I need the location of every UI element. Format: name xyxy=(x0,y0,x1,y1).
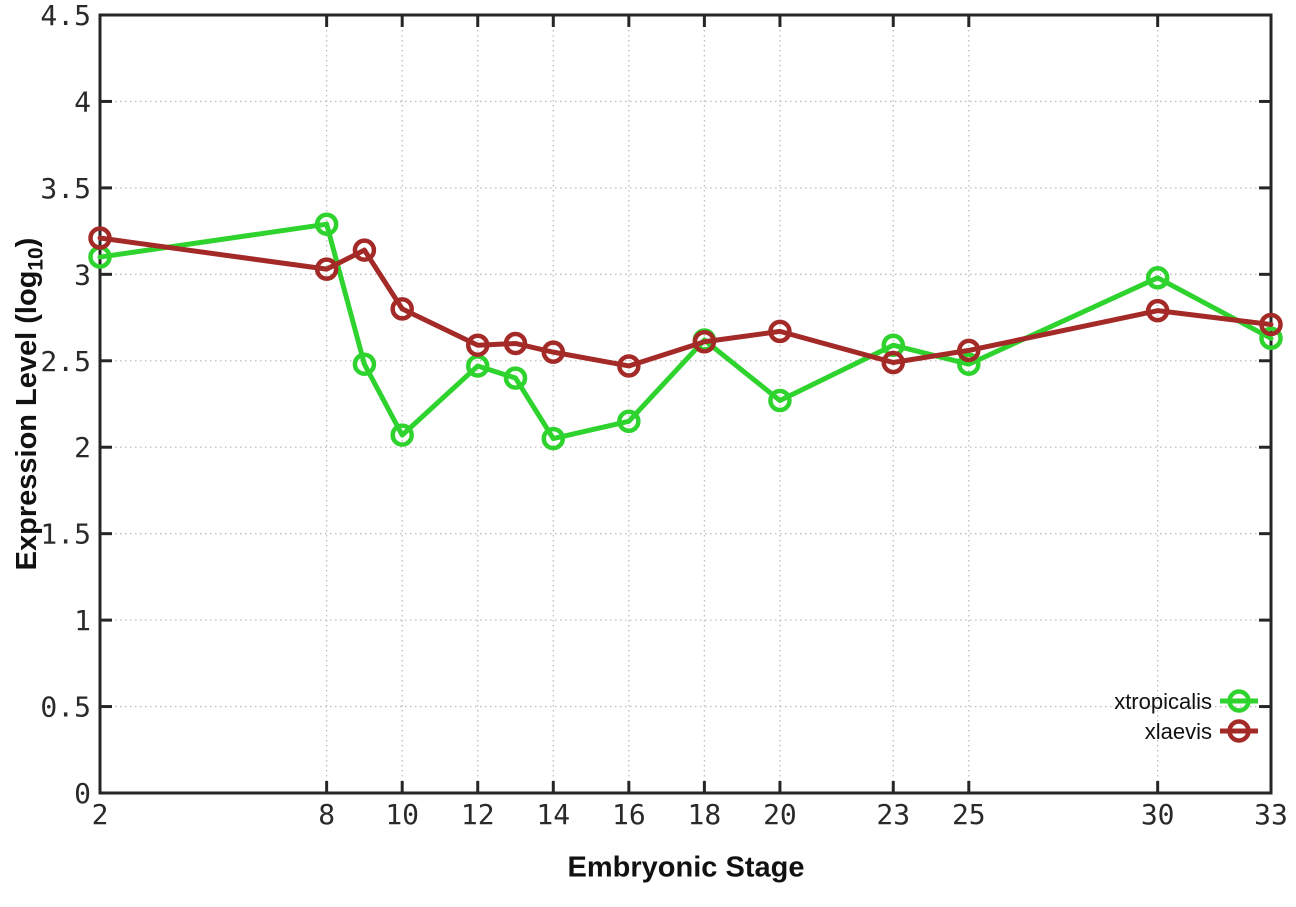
y-axis-title-subscript: 10 xyxy=(24,247,48,271)
y-tick-label: 2 xyxy=(74,431,91,464)
x-tick-label: 14 xyxy=(536,798,570,831)
y-tick-label: 3 xyxy=(74,258,91,291)
x-tick-label: 12 xyxy=(461,798,495,831)
data-point-xlaevis xyxy=(1259,312,1283,337)
data-point-xlaevis xyxy=(465,333,490,357)
legend-label-xtropicalis: xtropicalis xyxy=(1114,689,1212,714)
data-point-xtropicalis xyxy=(617,409,641,434)
y-tick-label: 1.5 xyxy=(40,518,91,551)
y-axis-title-close: ) xyxy=(11,237,43,248)
data-point-xtropicalis xyxy=(768,388,792,413)
series-xlaevis xyxy=(88,226,1283,378)
data-point-xlaevis xyxy=(314,257,339,281)
y-tick-label: 4.5 xyxy=(40,0,91,32)
data-point-xtropicalis xyxy=(390,423,414,447)
data-point-xlaevis xyxy=(881,350,906,375)
x-tick-label: 2 xyxy=(92,798,109,831)
x-tick-label: 8 xyxy=(318,798,335,831)
series-xtropicalis xyxy=(88,212,1283,451)
data-point-xtropicalis xyxy=(957,352,981,376)
data-point-xtropicalis xyxy=(541,426,566,451)
axis-ticks xyxy=(98,13,1273,795)
x-tick-labels: 2 8 10 12 14 16 18 20 23 25 30 33 xyxy=(92,798,1288,831)
series-line-xlaevis xyxy=(97,235,1274,369)
x-tick-label: 25 xyxy=(952,798,986,831)
y-tick-label: 3.5 xyxy=(40,172,91,205)
legend: xtropicalis xlaevis xyxy=(1114,689,1258,744)
data-point-xtropicalis xyxy=(352,352,377,376)
data-point-xlaevis xyxy=(541,340,566,364)
x-tick-label: 23 xyxy=(876,798,910,831)
x-tick-label: 16 xyxy=(612,798,646,831)
y-tick-label: 0.5 xyxy=(40,691,91,724)
gridlines xyxy=(100,15,1271,793)
x-tick-label: 33 xyxy=(1254,798,1288,831)
y-tick-labels: 0 0.5 1 1.5 2 2.5 3 3.5 4 4.5 xyxy=(40,0,91,810)
data-point-xlaevis xyxy=(617,354,641,378)
data-point-xtropicalis xyxy=(1259,326,1283,351)
data-point-xlaevis xyxy=(957,338,981,363)
data-point-xtropicalis xyxy=(314,212,339,236)
legend-label-xlaevis: xlaevis xyxy=(1145,719,1212,744)
y-tick-label: 0 xyxy=(74,777,91,810)
x-axis-title: Embryonic Stage xyxy=(567,851,805,884)
plot-border xyxy=(98,13,1273,795)
y-tick-label: 4 xyxy=(74,85,91,118)
x-tick-label: 18 xyxy=(688,798,722,831)
data-point-xlaevis xyxy=(503,331,528,356)
y-axis-title: Expression Level (log10) xyxy=(7,104,47,704)
x-tick-label: 20 xyxy=(763,798,797,831)
data-point-xtropicalis xyxy=(503,366,528,390)
data-point-xlaevis xyxy=(352,238,377,262)
y-tick-label: 2.5 xyxy=(40,345,91,378)
x-tick-label: 30 xyxy=(1141,798,1175,831)
legend-marker-xtropicalis xyxy=(1227,689,1251,713)
data-point-xlaevis xyxy=(88,226,112,250)
data-point-xlaevis xyxy=(1145,298,1170,323)
data-point-xlaevis xyxy=(768,319,792,344)
y-axis-title-text: Expression Level (log xyxy=(11,270,43,571)
legend-marker-xlaevis xyxy=(1227,719,1251,743)
x-tick-label: 10 xyxy=(385,798,419,831)
data-point-xtropicalis xyxy=(1145,266,1170,290)
data-point-xlaevis xyxy=(692,330,717,354)
data-point-xlaevis xyxy=(390,297,414,321)
y-tick-label: 1 xyxy=(74,604,91,637)
series-line-xtropicalis xyxy=(97,221,1274,442)
